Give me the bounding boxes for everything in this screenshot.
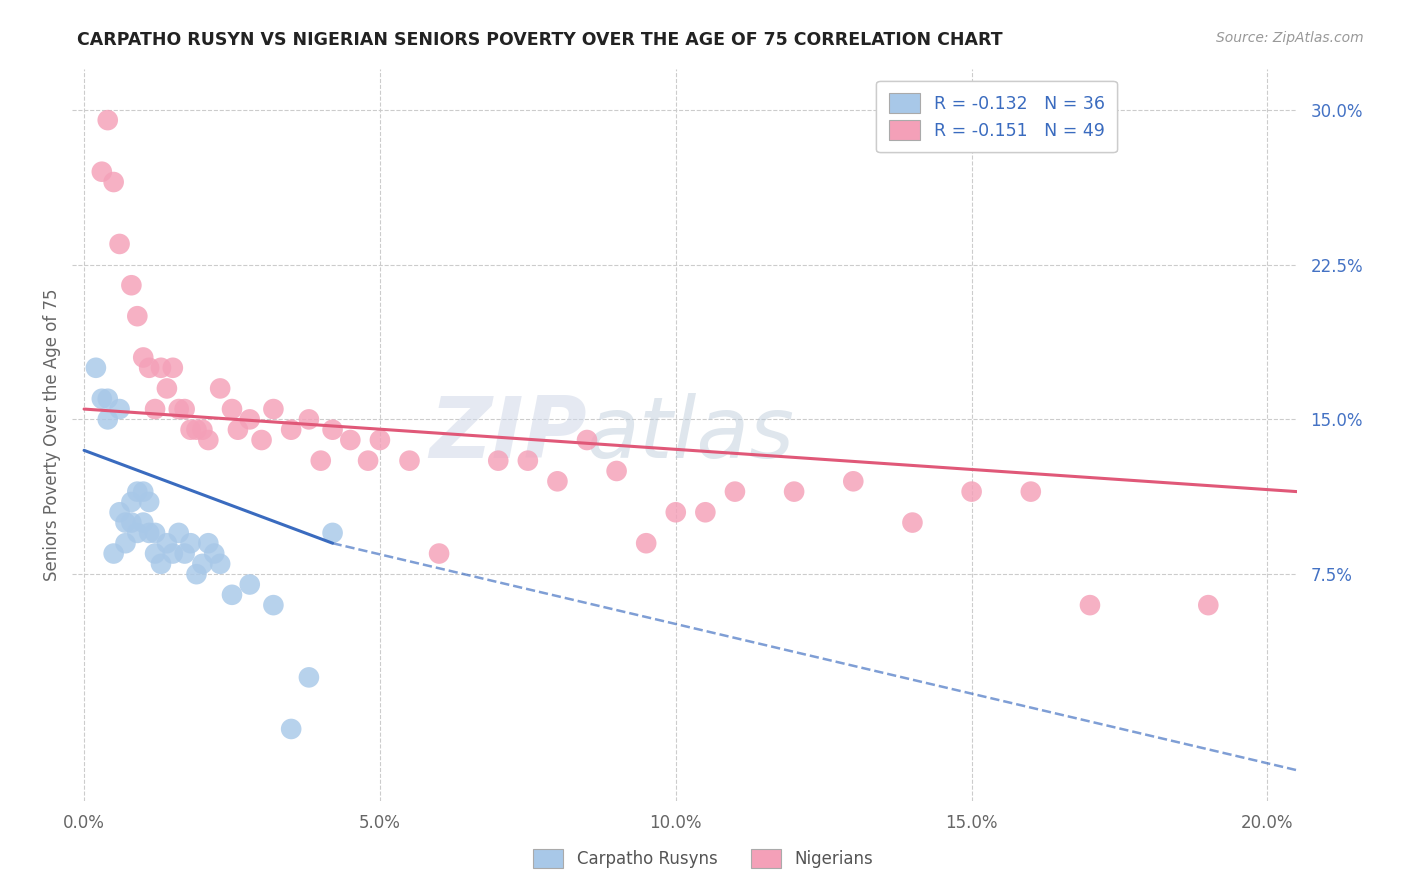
Text: atlas: atlas [586, 393, 794, 476]
Point [132, 516, 155, 530]
Point [202, 547, 225, 561]
Point [114, 516, 136, 530]
Point [149, 557, 172, 571]
Point [108, 236, 131, 251]
Point [108, 505, 131, 519]
Point [606, 464, 628, 478]
Point [209, 381, 232, 395]
Point [239, 577, 262, 591]
Legend: Carpatho Rusyns, Nigerians: Carpatho Rusyns, Nigerians [527, 842, 879, 875]
Point [143, 547, 166, 561]
Point [398, 453, 420, 467]
Point [143, 525, 166, 540]
Point [143, 402, 166, 417]
Point [322, 423, 344, 437]
Point [783, 484, 806, 499]
Point [120, 516, 142, 530]
Point [239, 412, 262, 426]
Point [120, 278, 142, 293]
Point [84, 360, 107, 375]
Point [209, 557, 232, 571]
Point [138, 525, 160, 540]
Point [180, 536, 202, 550]
Point [546, 475, 568, 489]
Point [173, 547, 195, 561]
Point [97, 412, 120, 426]
Point [127, 484, 149, 499]
Point [298, 412, 321, 426]
Point [576, 433, 599, 447]
Point [665, 505, 688, 519]
Point [162, 360, 184, 375]
Y-axis label: Seniors Poverty Over the Age of 75: Seniors Poverty Over the Age of 75 [44, 289, 60, 581]
Point [901, 516, 924, 530]
Point [486, 453, 509, 467]
Point [120, 495, 142, 509]
Point [167, 525, 190, 540]
Point [197, 433, 219, 447]
Text: CARPATHO RUSYN VS NIGERIAN SENIORS POVERTY OVER THE AGE OF 75 CORRELATION CHART: CARPATHO RUSYN VS NIGERIAN SENIORS POVER… [77, 31, 1002, 49]
Point [427, 547, 450, 561]
Point [162, 547, 184, 561]
Point [724, 484, 747, 499]
Point [97, 113, 120, 128]
Point [309, 453, 332, 467]
Point [280, 423, 302, 437]
Point [1078, 598, 1101, 612]
Point [186, 567, 208, 582]
Point [132, 484, 155, 499]
Text: Source: ZipAtlas.com: Source: ZipAtlas.com [1216, 31, 1364, 45]
Point [108, 402, 131, 417]
Point [156, 536, 179, 550]
Point [339, 433, 361, 447]
Point [636, 536, 658, 550]
Point [322, 525, 344, 540]
Point [186, 423, 208, 437]
Point [167, 402, 190, 417]
Point [960, 484, 983, 499]
Point [221, 402, 243, 417]
Point [516, 453, 538, 467]
Point [173, 402, 195, 417]
Point [127, 309, 149, 323]
Point [357, 453, 380, 467]
Point [103, 547, 125, 561]
Point [138, 495, 160, 509]
Point [262, 402, 284, 417]
Point [156, 381, 179, 395]
Point [90, 392, 112, 406]
Point [114, 536, 136, 550]
Point [221, 588, 243, 602]
Point [1019, 484, 1042, 499]
Legend: R = -0.132   N = 36, R = -0.151   N = 49: R = -0.132 N = 36, R = -0.151 N = 49 [876, 81, 1116, 153]
Point [368, 433, 391, 447]
Text: ZIP: ZIP [429, 393, 586, 476]
Point [90, 165, 112, 179]
Point [103, 175, 125, 189]
Point [191, 423, 214, 437]
Point [180, 423, 202, 437]
Point [1197, 598, 1219, 612]
Point [280, 722, 302, 736]
Point [197, 536, 219, 550]
Point [226, 423, 249, 437]
Point [262, 598, 284, 612]
Point [97, 392, 120, 406]
Point [127, 525, 149, 540]
Point [695, 505, 717, 519]
Point [191, 557, 214, 571]
Point [149, 360, 172, 375]
Point [250, 433, 273, 447]
Point [298, 670, 321, 684]
Point [138, 360, 160, 375]
Point [132, 351, 155, 365]
Point [842, 475, 865, 489]
